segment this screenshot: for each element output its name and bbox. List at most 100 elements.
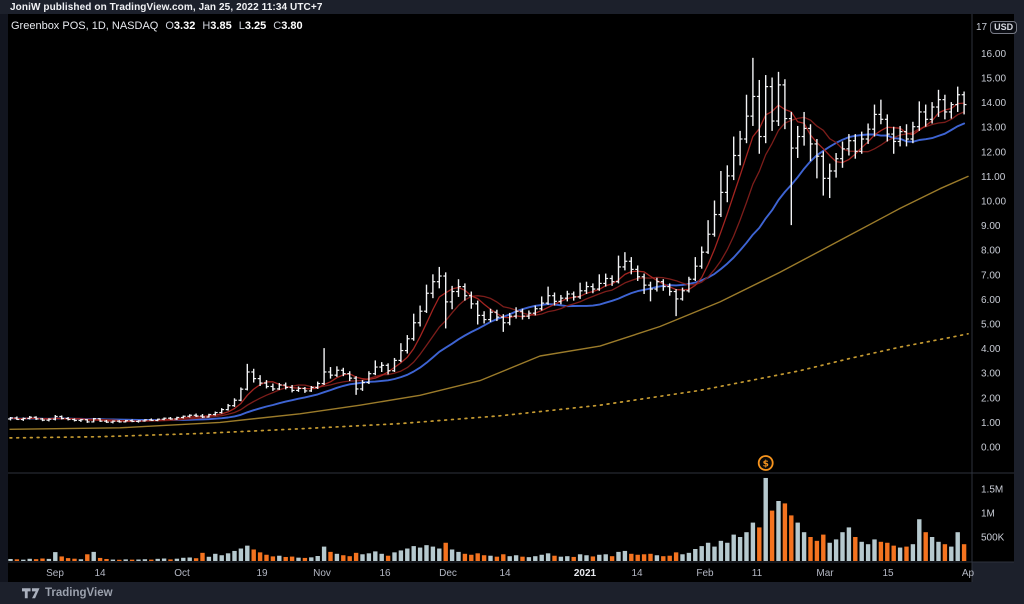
price-axis-top-tick: 17: [976, 22, 988, 33]
high-label: H: [202, 20, 211, 32]
volume-bar: [110, 559, 116, 561]
volume-bar: [462, 553, 468, 561]
volume-bar: [833, 539, 839, 561]
volume-bar: [411, 546, 416, 561]
date-label: 2021: [574, 568, 597, 579]
volume-bar: [661, 556, 666, 561]
volume-bar: [309, 557, 314, 561]
open-value: 3.32: [173, 20, 196, 32]
price-tick-label: 16.00: [981, 49, 1006, 60]
volume-bar: [232, 550, 237, 561]
tradingview-brand-link[interactable]: TradingView: [45, 587, 113, 599]
price-axis-scale[interactable]: 16.00 15.00 14.00 13.00 12.00 11.00 10.00 9.00 8…: [981, 49, 1006, 544]
time-axis-scale[interactable]: Sep 14 Oct 19 Nov 16 Dec 14 2021 14 Feb 11 Mar 15 Ap: [46, 568, 974, 579]
volume-bar: [360, 554, 365, 561]
symbol-legend[interactable]: Greenbox POS, 1D, NASDAQ O3.32 H3.85 L3.25 C…: [11, 20, 303, 32]
volume-bar: [117, 559, 122, 561]
close-value: 3.80: [281, 20, 303, 32]
price-tick-label: 14.00: [981, 98, 1006, 109]
ma-dotted-long-line: [9, 332, 969, 439]
volume-bar: [808, 537, 813, 561]
publish-bar: JoniW published on TradingView.com, Jan …: [0, 0, 1024, 14]
date-label: 16: [379, 568, 391, 579]
volume-bar: [469, 554, 474, 561]
volume-bar: [942, 544, 948, 561]
close-label: C: [273, 20, 282, 32]
footer-bar: TradingView: [0, 582, 1024, 604]
date-label: 19: [256, 568, 268, 579]
volume-bar: [315, 556, 320, 561]
volume-bar: [558, 556, 564, 561]
volume-bar: [622, 550, 628, 561]
price-tick-label: 9.00: [981, 221, 1001, 232]
volume-bar: [936, 541, 941, 561]
volume-bar: [584, 555, 589, 561]
date-label: Ap: [962, 568, 975, 579]
volume-bar: [507, 556, 512, 561]
date-label: 14: [631, 568, 643, 579]
volume-bar: [885, 542, 890, 561]
volume-bar: [46, 558, 52, 561]
price-tick-label: 3.00: [981, 369, 1001, 380]
price-tick-label: 0.00: [981, 443, 1001, 454]
volume-bar: [673, 552, 679, 561]
volume-bar: [565, 556, 570, 561]
price-tick-label: 1.00: [981, 418, 1001, 429]
volume-bar: [21, 559, 26, 561]
volume-bar: [949, 546, 954, 561]
volume-bar: [718, 540, 724, 561]
volume-bar: [929, 537, 935, 561]
volume-bar: [59, 556, 64, 561]
volume-bar: [136, 559, 141, 561]
volume-bar: [539, 554, 544, 561]
volume-bar: [859, 541, 864, 561]
volume-bar: [571, 556, 576, 561]
currency-usd-button[interactable]: USD: [990, 21, 1018, 34]
volume-bar: [225, 553, 231, 561]
volume-bar: [789, 515, 794, 561]
date-label: 14: [499, 568, 511, 579]
price-tick-label: 8.00: [981, 246, 1001, 257]
volume-bar: [219, 555, 224, 561]
volume-bar: [712, 546, 717, 561]
volume-bar: [481, 555, 487, 561]
volume-bar: [545, 553, 551, 561]
volume-bar: [526, 557, 532, 561]
tradingview-logo-icon[interactable]: [22, 587, 40, 599]
price-tick-label: 2.00: [981, 393, 1001, 404]
volume-bar: [65, 558, 71, 561]
volume-bar: [417, 547, 423, 561]
volume-bar: [814, 540, 820, 561]
volume-bar: [424, 545, 429, 561]
volume-bar: [693, 549, 698, 561]
volume-bar: [72, 558, 77, 561]
volume-bar: [705, 542, 711, 561]
price-tick-label: 12.00: [981, 147, 1006, 158]
volume-bar: [161, 558, 167, 561]
volume-bar: [334, 553, 340, 561]
open-label: O: [165, 20, 174, 32]
volume-bar: [296, 557, 301, 561]
volume-bar: [827, 542, 832, 561]
volume-tick-label: 500K: [981, 533, 1005, 544]
price-tick-label: 7.00: [981, 270, 1001, 281]
volume-bar: [904, 546, 909, 561]
volume-bar: [577, 554, 583, 561]
volume-bar: [769, 510, 775, 561]
volume-bar: [155, 558, 160, 561]
volume-bar: [590, 556, 596, 561]
volume-bar: [53, 552, 58, 561]
chart-background[interactable]: [0, 14, 1014, 582]
volume-bar: [449, 549, 455, 561]
volume-bar: [40, 558, 45, 561]
volume-bar: [283, 556, 288, 561]
ma-red-fast-line: [9, 102, 965, 423]
volume-bar: [347, 556, 352, 561]
idea-dollar-marker[interactable]: $: [757, 455, 774, 471]
volume-bar: [302, 557, 308, 561]
volume-bar: [206, 556, 212, 561]
volume-bar: [14, 559, 20, 561]
volume-bar: [737, 537, 743, 561]
volume-bar: [609, 556, 615, 561]
